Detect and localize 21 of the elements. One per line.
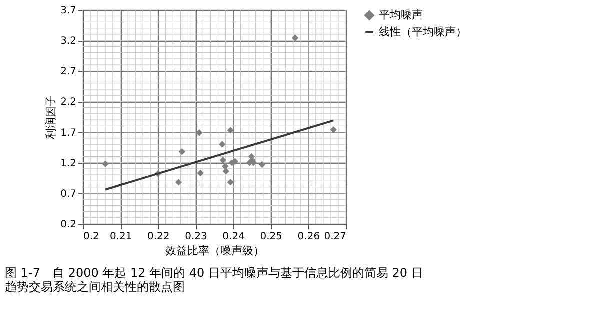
y-tick-label: 3.2 — [60, 36, 76, 48]
x-tick-label: 0.24 — [222, 232, 245, 242]
x-tick-label: 0.27 — [324, 232, 346, 242]
y-axis-title: 利润因子 — [44, 96, 58, 140]
x-axis-title: 效益比率（噪声级） — [166, 244, 264, 258]
legend-label: 线性（平均噪声） — [379, 26, 467, 38]
caption: 图 1-7 自 2000 年起 12 年间的 40 日平均噪声与基于信息比例的简易 20 日趋势交易系统之间相关性的散点图 — [5, 266, 424, 294]
x-tick-label: 0.22 — [148, 232, 170, 242]
y-tick-label: 0.7 — [60, 188, 76, 200]
x-tick-label: 0.26 — [298, 232, 320, 242]
x-tick-label: 0.25 — [260, 232, 282, 242]
x-tick-label: 0.2 — [84, 232, 100, 242]
legend-label: 平均噪声 — [379, 8, 423, 22]
y-tick-label: 2.7 — [60, 66, 76, 78]
x-tick-label: 0.23 — [185, 232, 208, 242]
y-tick-label: 1.7 — [60, 128, 76, 139]
y-tick-label: 3.7 — [60, 6, 76, 16]
x-tick-label: 0.21 — [110, 232, 132, 242]
y-tick-label: 1.2 — [60, 158, 76, 170]
y-tick-label: 0.2 — [60, 220, 76, 230]
y-tick-label: 2.2 — [60, 97, 76, 108]
